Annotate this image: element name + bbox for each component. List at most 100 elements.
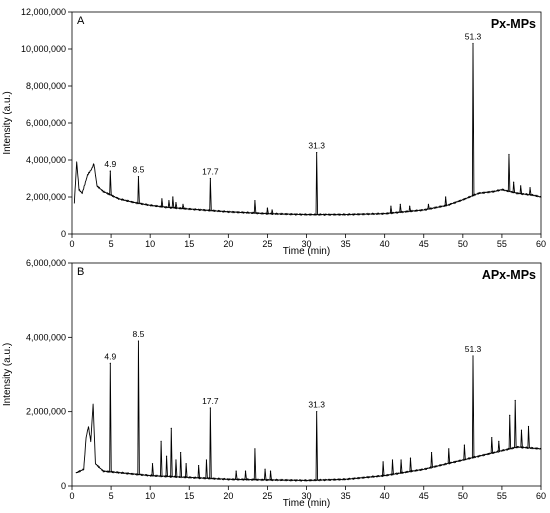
peak-point xyxy=(513,181,515,183)
x-tick-label: 45 xyxy=(419,491,429,501)
x-tick-label: 40 xyxy=(380,491,390,501)
peak-point xyxy=(180,451,182,454)
peak-point xyxy=(109,362,111,364)
peak-point xyxy=(399,203,401,205)
peak-point xyxy=(269,470,272,472)
peak-point xyxy=(244,470,247,472)
x-tick-label: 0 xyxy=(69,491,74,501)
plot-frame xyxy=(71,11,542,235)
x-axis-title: Time (min) xyxy=(283,498,330,509)
x-tick-label: 25 xyxy=(262,239,272,249)
x-tick-label: 0 xyxy=(69,239,74,249)
peak-point xyxy=(172,196,174,198)
x-axis-title: Time (min) xyxy=(283,246,330,257)
peak-label: 17.7 xyxy=(202,396,219,406)
peak-point xyxy=(264,468,266,470)
peak-label: 8.5 xyxy=(133,165,145,175)
peak-point xyxy=(137,176,140,178)
y-tick-label: 0 xyxy=(61,481,66,491)
peak-point xyxy=(390,205,392,207)
peak-point xyxy=(209,407,211,409)
peak-label: 31.3 xyxy=(308,141,325,151)
x-tick-label: 40 xyxy=(380,239,390,249)
y-tick-label: 2,000,000 xyxy=(26,407,66,417)
peak-point xyxy=(463,444,465,446)
x-tick-label: 25 xyxy=(262,491,272,501)
y-tick-label: 12,000,000 xyxy=(21,7,66,17)
panel-title: Px-MPs xyxy=(491,17,536,31)
peak-point xyxy=(472,42,474,45)
peak-point xyxy=(161,198,163,200)
peak-point xyxy=(382,461,384,463)
peak-point xyxy=(254,200,256,202)
peak-point xyxy=(514,399,516,402)
x-tick-label: 60 xyxy=(536,239,546,249)
peak-point xyxy=(151,463,154,465)
x-tick-label: 5 xyxy=(109,239,114,249)
panel-title: APx-MPs xyxy=(482,268,536,282)
peak-point xyxy=(427,203,430,205)
x-tick-label: 55 xyxy=(497,491,507,501)
peak-point xyxy=(137,340,140,342)
chromatogram-trace xyxy=(75,340,542,482)
peak-label: 17.7 xyxy=(202,167,219,177)
y-tick-label: 2,000,000 xyxy=(26,192,66,202)
peak-point xyxy=(520,429,523,431)
peak-label: 4.9 xyxy=(104,159,116,169)
peak-point xyxy=(175,459,177,461)
peak-point xyxy=(160,440,162,442)
peak-point xyxy=(527,425,530,428)
y-tick-label: 4,000,000 xyxy=(26,155,66,165)
y-tick-label: 6,000,000 xyxy=(26,258,66,268)
peak-point xyxy=(400,459,402,461)
peak-point xyxy=(168,200,170,202)
x-tick-label: 20 xyxy=(223,491,233,501)
peak-point xyxy=(254,448,256,450)
x-tick-label: 30 xyxy=(301,491,311,501)
panel-letter: A xyxy=(77,15,85,27)
peak-point xyxy=(508,153,510,156)
x-tick-label: 50 xyxy=(458,491,468,501)
peak-label: 31.3 xyxy=(308,400,325,410)
x-tick-label: 15 xyxy=(184,239,194,249)
peak-point xyxy=(409,457,412,459)
peak-point xyxy=(185,463,187,465)
peak-point xyxy=(520,185,522,187)
peak-point xyxy=(448,448,450,450)
x-tick-label: 5 xyxy=(109,491,114,501)
panel-letter: B xyxy=(77,266,84,278)
peak-label: 4.9 xyxy=(104,351,116,361)
peak-point xyxy=(175,201,177,204)
peak-point xyxy=(235,470,237,472)
plot-frame xyxy=(71,262,542,487)
y-tick-label: 0 xyxy=(61,229,66,239)
y-axis-title: Intensity (a.u.) xyxy=(2,91,13,154)
x-tick-label: 60 xyxy=(536,491,546,501)
x-tick-label: 20 xyxy=(223,239,233,249)
x-tick-label: 15 xyxy=(184,491,194,501)
chart-panel-a: 0 5 10 15 20 25 30 35 40 45 50 55 60 0 2,000,000 4,000,… xyxy=(2,7,546,257)
y-tick-label: 6,000,000 xyxy=(26,118,66,128)
x-tick-label: 35 xyxy=(341,491,351,501)
x-tick-label: 35 xyxy=(341,239,351,249)
peak-point xyxy=(209,177,211,180)
peak-point xyxy=(271,209,273,211)
x-tick-label: 55 xyxy=(497,239,507,249)
peak-point xyxy=(472,355,474,357)
y-tick-label: 10,000,000 xyxy=(21,44,66,54)
chart-panel-b: 0 5 10 15 20 25 30 35 40 45 50 55 60 0 2,000,000 4,000,… xyxy=(2,258,546,509)
chromatogram-trace xyxy=(73,43,542,216)
peak-point xyxy=(266,207,269,209)
peak-label: 51.3 xyxy=(465,344,482,354)
y-tick-label: 8,000,000 xyxy=(26,81,66,91)
peak-point xyxy=(316,411,318,413)
y-axis-title: Intensity (a.u.) xyxy=(2,343,13,406)
peak-point xyxy=(498,440,500,442)
peak-point xyxy=(491,437,493,439)
peak-label: 8.5 xyxy=(133,329,145,339)
peak-point xyxy=(205,459,208,461)
x-tick-label: 30 xyxy=(301,239,311,249)
peak-point xyxy=(198,464,200,467)
